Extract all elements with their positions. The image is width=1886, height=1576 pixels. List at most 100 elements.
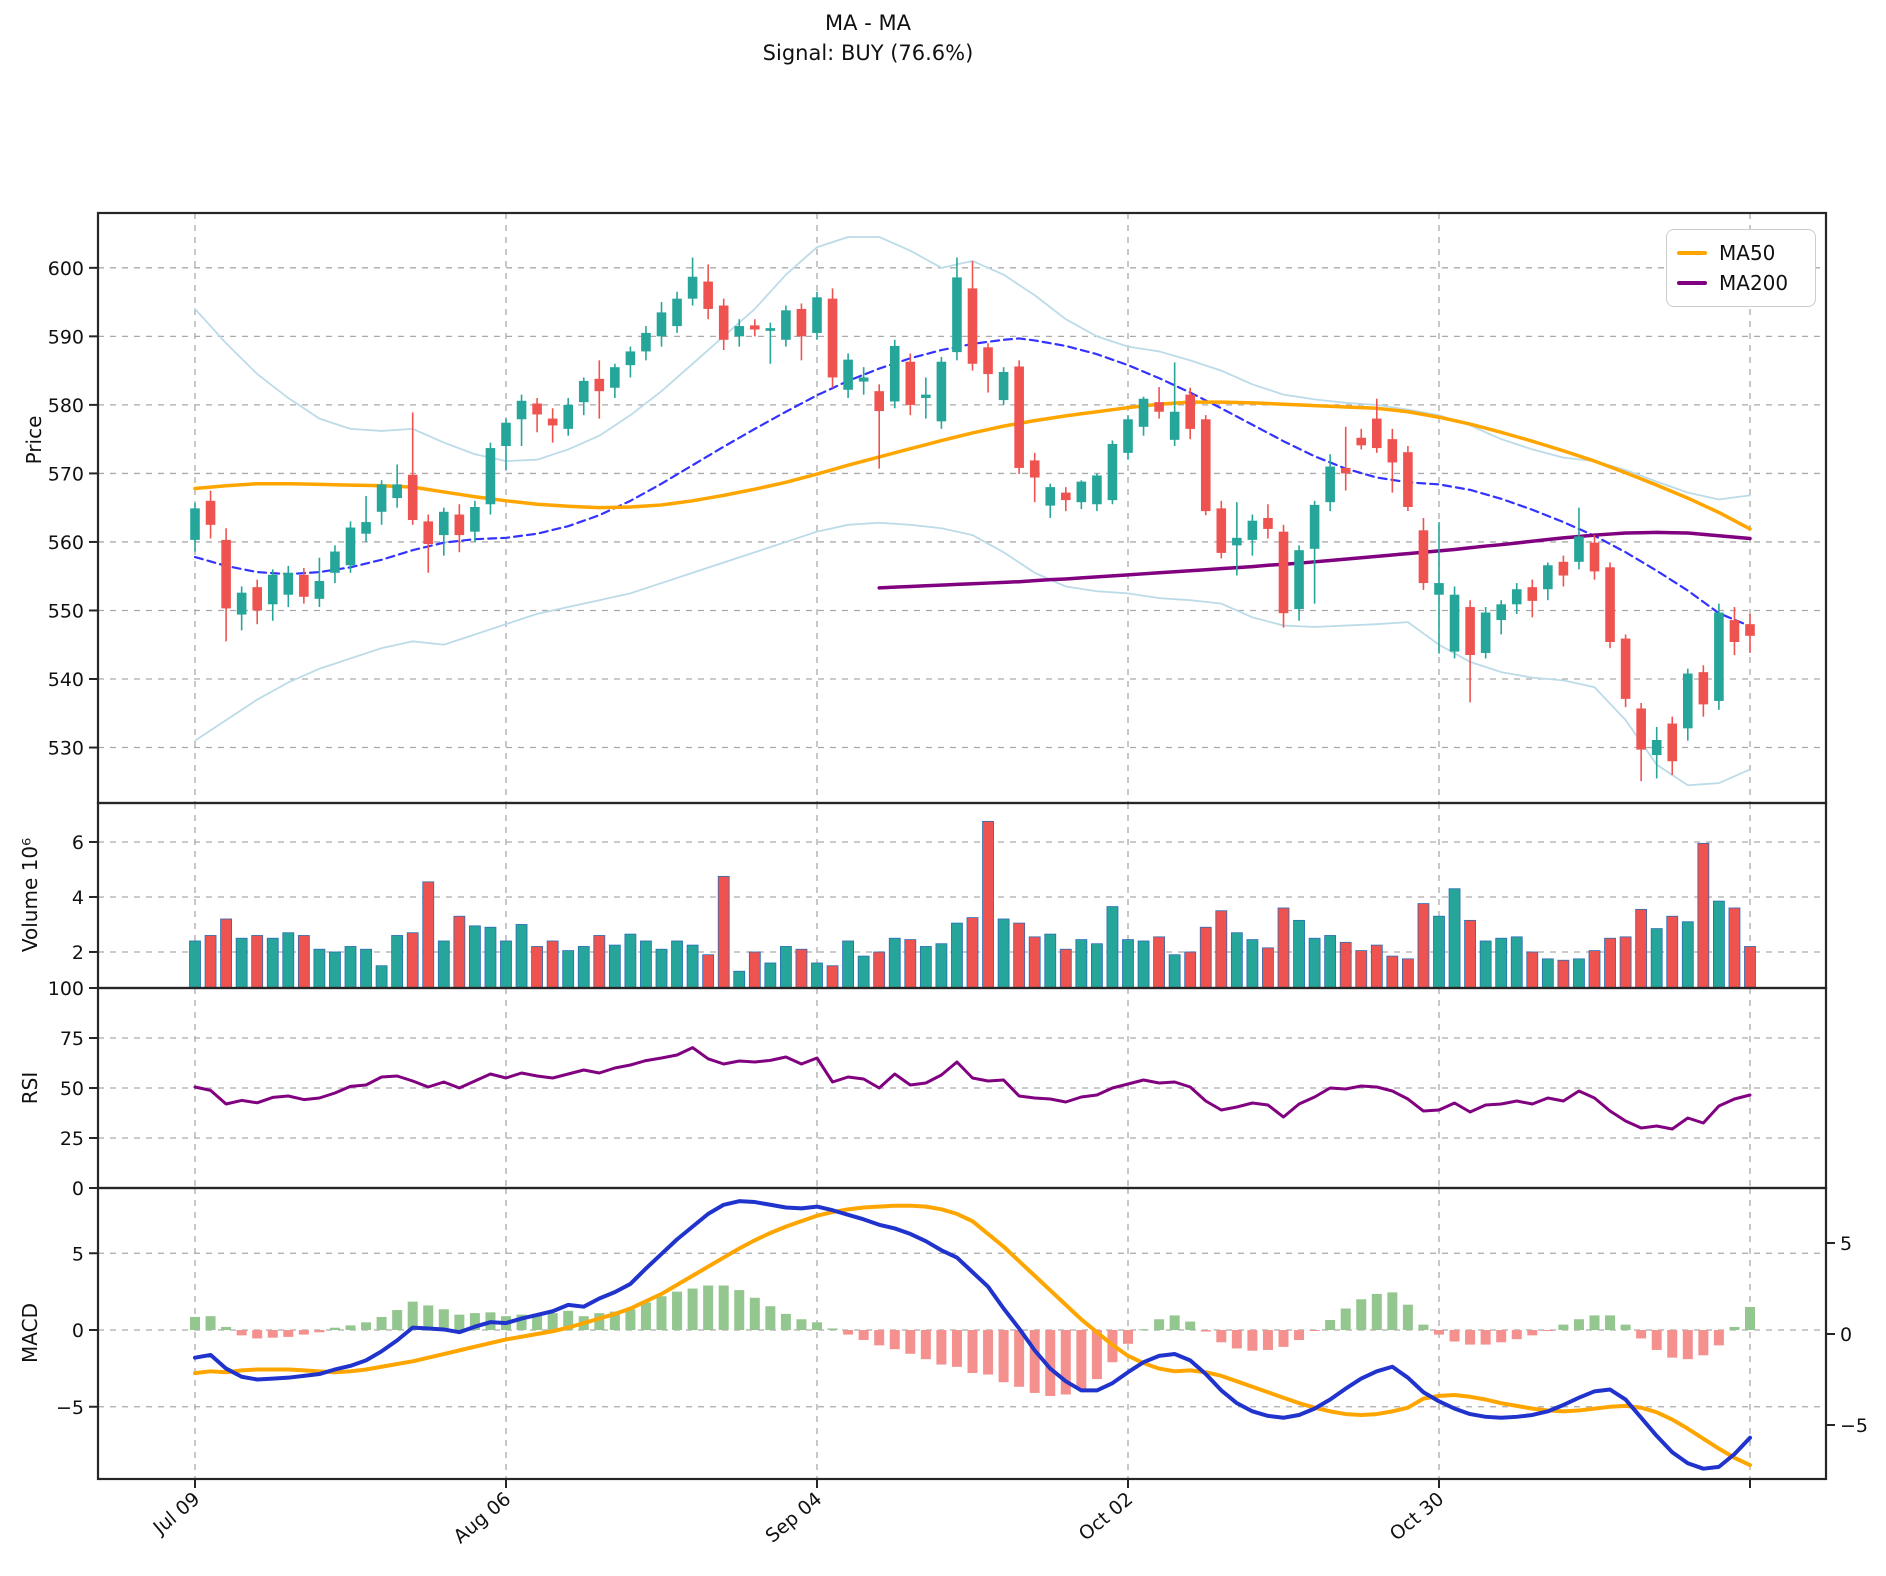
candle bbox=[1138, 398, 1149, 427]
volume-bar bbox=[1495, 937, 1508, 989]
candle bbox=[1403, 452, 1413, 507]
candle bbox=[532, 403, 542, 415]
svg-text:2: 2 bbox=[72, 942, 84, 964]
macd-histogram-bar bbox=[1713, 1330, 1724, 1346]
volume-bar bbox=[500, 940, 512, 989]
candle bbox=[252, 587, 262, 611]
volume-bar bbox=[1713, 900, 1725, 989]
candle bbox=[983, 347, 993, 375]
volume-bar bbox=[935, 943, 948, 989]
macd-histogram-bar bbox=[812, 1322, 822, 1330]
macd-histogram-bar bbox=[625, 1309, 636, 1330]
candle bbox=[1620, 638, 1631, 699]
candle bbox=[1387, 439, 1398, 463]
candle bbox=[1263, 517, 1273, 529]
volume-bar bbox=[1137, 940, 1150, 989]
macd-histogram-bar bbox=[1045, 1330, 1056, 1397]
volume-bar bbox=[437, 940, 450, 989]
candle bbox=[361, 522, 371, 534]
macd-histogram-bar bbox=[236, 1330, 247, 1336]
volume-bar bbox=[515, 924, 528, 989]
volume-bar bbox=[686, 944, 699, 989]
candle bbox=[998, 371, 1009, 401]
volume-bar bbox=[329, 951, 341, 989]
volume-bar bbox=[733, 970, 746, 989]
macd-histogram-bar bbox=[1247, 1330, 1258, 1351]
svg-text:560: 560 bbox=[48, 532, 84, 554]
macd-histogram-bar bbox=[1262, 1330, 1273, 1350]
volume-bar bbox=[1277, 907, 1290, 989]
volume-bar bbox=[1510, 936, 1523, 989]
macd-histogram-bar bbox=[1620, 1324, 1631, 1330]
candle bbox=[843, 359, 853, 390]
candle bbox=[578, 380, 589, 403]
macd-histogram-bar bbox=[1527, 1330, 1538, 1336]
macd-histogram-bar bbox=[1449, 1330, 1460, 1342]
macd-histogram-bar bbox=[469, 1313, 480, 1330]
macd-histogram-bar bbox=[687, 1288, 698, 1330]
macd-histogram-bar bbox=[1573, 1319, 1584, 1330]
candle bbox=[1216, 508, 1227, 553]
macd-histogram-bar bbox=[1169, 1315, 1180, 1330]
macd-histogram-bar bbox=[283, 1330, 294, 1337]
candle bbox=[672, 298, 682, 327]
volume-axis-label: Volume 10⁶ bbox=[18, 837, 42, 953]
volume-bar bbox=[235, 937, 248, 989]
macd-histogram-bar bbox=[1014, 1330, 1025, 1387]
volume-bar bbox=[593, 935, 606, 989]
volume-bar bbox=[1044, 933, 1057, 989]
candle bbox=[796, 308, 807, 337]
macd-histogram-bar bbox=[765, 1306, 776, 1330]
volume-bar bbox=[982, 820, 994, 989]
candle bbox=[314, 581, 325, 599]
macd-histogram-bar bbox=[361, 1322, 372, 1330]
candle bbox=[563, 404, 573, 429]
volume-bar bbox=[826, 965, 839, 989]
svg-text:580: 580 bbox=[48, 395, 84, 417]
legend-label-ma50: MA50 bbox=[1719, 241, 1776, 265]
macd-histogram-bar bbox=[407, 1301, 418, 1330]
candle bbox=[1589, 542, 1600, 572]
macd-histogram-bar bbox=[1480, 1330, 1491, 1345]
candle bbox=[1543, 565, 1553, 590]
macd-histogram-bar bbox=[329, 1327, 340, 1330]
svg-text:Sep 04: Sep 04 bbox=[761, 1488, 826, 1547]
rsi-panel bbox=[193, 1046, 1752, 1131]
candle bbox=[547, 418, 558, 426]
panel-borders bbox=[96, 211, 1828, 1481]
macd-histogram-bar bbox=[889, 1330, 900, 1350]
volume-bar bbox=[313, 948, 326, 989]
macd-histogram-bar bbox=[905, 1330, 916, 1354]
volume-bar bbox=[1028, 936, 1041, 989]
candle bbox=[1076, 481, 1087, 503]
volume-bar bbox=[919, 946, 932, 989]
macd-histogram-bar bbox=[734, 1290, 745, 1330]
candle bbox=[656, 312, 667, 337]
macd-histogram-bar bbox=[516, 1314, 527, 1330]
candle bbox=[516, 400, 527, 420]
candle bbox=[781, 310, 791, 340]
macd-histogram-bar bbox=[1558, 1324, 1569, 1330]
macd-histogram-bar bbox=[858, 1330, 869, 1340]
candle bbox=[485, 448, 496, 505]
candle bbox=[625, 351, 636, 366]
candle bbox=[1092, 475, 1102, 505]
volume-bar bbox=[842, 940, 854, 989]
candle bbox=[1651, 739, 1662, 756]
volume-bar bbox=[857, 955, 870, 989]
volume-bar bbox=[1402, 958, 1414, 989]
candlesticks bbox=[190, 257, 1755, 782]
macd-histogram-bar bbox=[298, 1330, 309, 1335]
candle bbox=[1154, 402, 1164, 412]
macd-histogram-bar bbox=[1511, 1330, 1522, 1340]
candle bbox=[610, 367, 620, 388]
volume-bar bbox=[1526, 951, 1539, 989]
macd-histogram-bar bbox=[1402, 1304, 1413, 1330]
volume-bar bbox=[1541, 958, 1554, 989]
candle bbox=[330, 551, 340, 573]
macd-histogram-bar bbox=[252, 1330, 263, 1339]
volume-bar bbox=[1386, 955, 1399, 989]
volume-bar bbox=[951, 922, 963, 989]
candle bbox=[205, 500, 216, 525]
